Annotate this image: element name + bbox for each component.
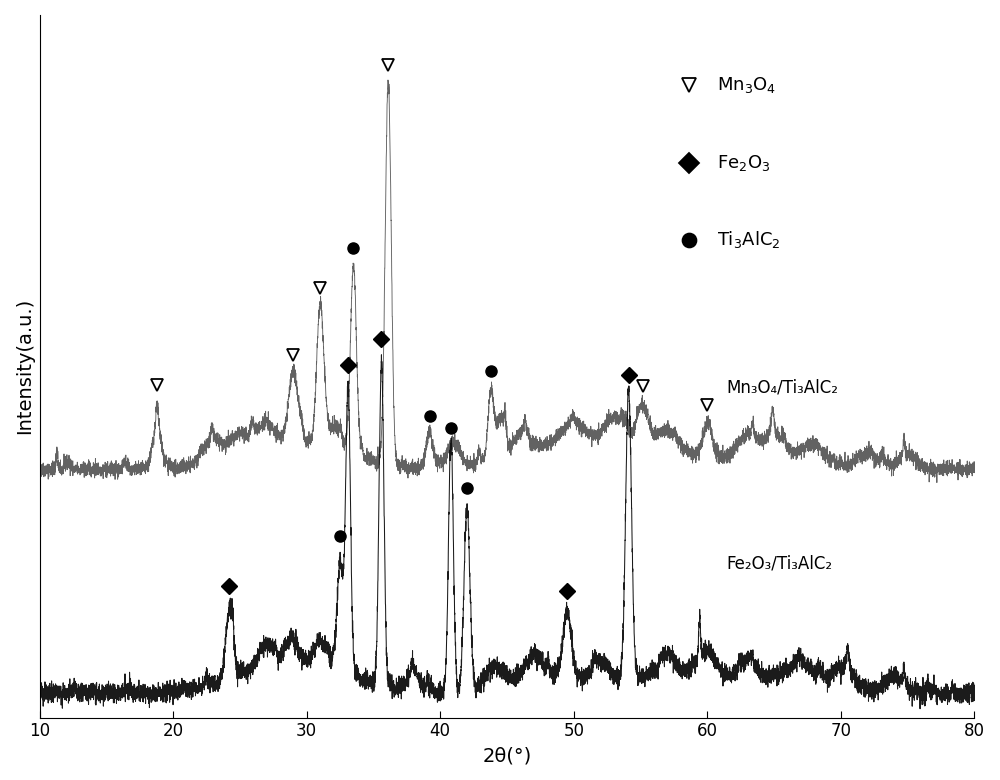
Text: Mn$_3$O$_4$: Mn$_3$O$_4$ xyxy=(717,75,777,95)
Text: Ti$_3$AlC$_2$: Ti$_3$AlC$_2$ xyxy=(717,229,781,250)
X-axis label: 2θ(°): 2θ(°) xyxy=(482,746,532,765)
Y-axis label: Intensity(a.u.): Intensity(a.u.) xyxy=(15,298,34,434)
Text: Fe₂O₃/Ti₃AlC₂: Fe₂O₃/Ti₃AlC₂ xyxy=(727,554,833,572)
Text: Fe$_2$O$_3$: Fe$_2$O$_3$ xyxy=(717,153,771,172)
Text: Mn₃O₄/Ti₃AlC₂: Mn₃O₄/Ti₃AlC₂ xyxy=(727,378,839,396)
